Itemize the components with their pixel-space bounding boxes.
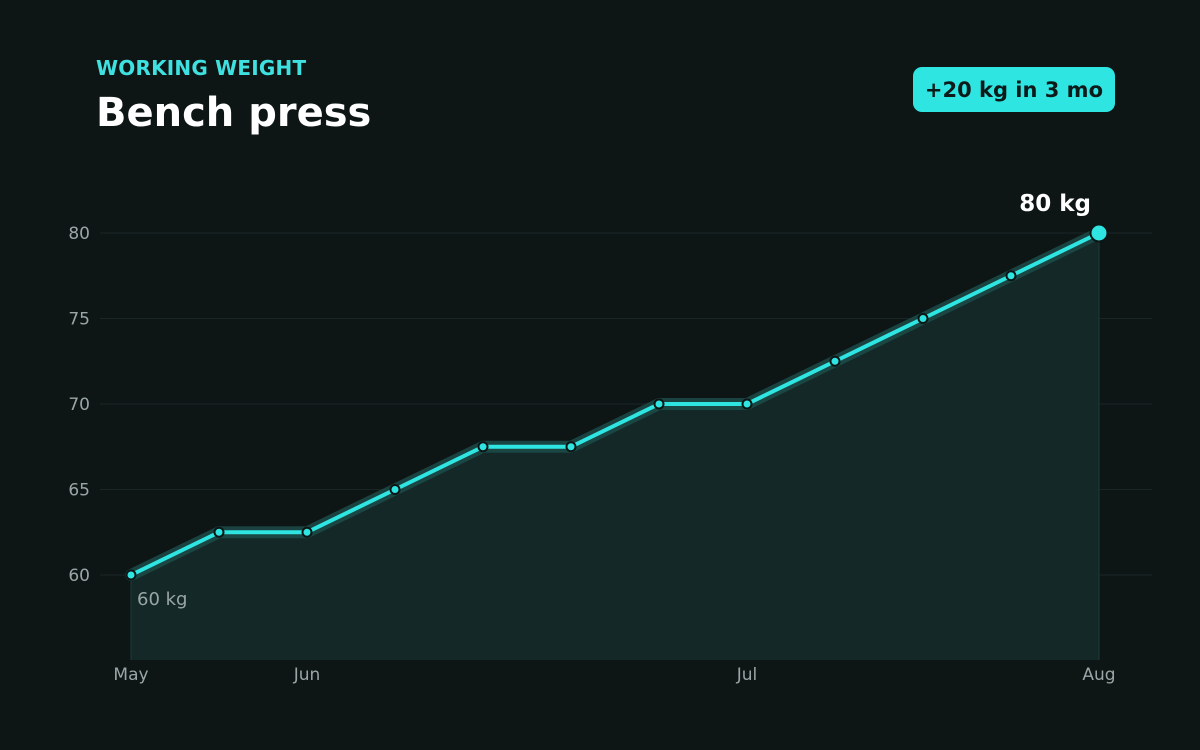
line-layer <box>125 227 1105 581</box>
data-point <box>1005 270 1017 282</box>
chart-eyebrow: WORKING WEIGHT <box>96 56 307 80</box>
data-point <box>653 398 665 410</box>
data-point <box>213 526 225 538</box>
data-point <box>829 355 841 367</box>
x-tick-label: Jun <box>293 665 321 685</box>
data-point <box>917 313 929 324</box>
data-point <box>125 569 137 581</box>
y-tick-label: 70 <box>68 395 90 415</box>
area-fill <box>131 233 1099 660</box>
data-point <box>741 398 753 410</box>
axis-labels: 60 65 70 75 80 May Jun Jul Aug <box>68 224 1115 685</box>
data-point <box>389 484 401 495</box>
point-layer <box>125 223 1109 581</box>
end-point <box>1089 223 1109 243</box>
progress-badge: +20 kg in 3 mo <box>912 67 1115 112</box>
chart-title: Bench press <box>96 90 372 136</box>
start-value-label: 60 kg <box>137 589 187 610</box>
data-point <box>301 526 313 538</box>
x-tick-label: Aug <box>1082 665 1115 685</box>
y-tick-label: 80 <box>68 224 90 244</box>
x-tick-label: Jul <box>736 665 758 685</box>
x-tick-label: May <box>113 665 148 685</box>
series-line <box>129 231 1101 577</box>
annotations: 80 kg 60 kg <box>137 191 1091 610</box>
y-tick-label: 60 <box>68 566 90 586</box>
end-value-label: 80 kg <box>1019 191 1091 217</box>
data-point <box>477 441 489 453</box>
y-tick-label: 65 <box>68 481 90 501</box>
y-tick-label: 75 <box>68 310 90 330</box>
data-point <box>565 441 577 453</box>
area-layer <box>130 233 1100 660</box>
